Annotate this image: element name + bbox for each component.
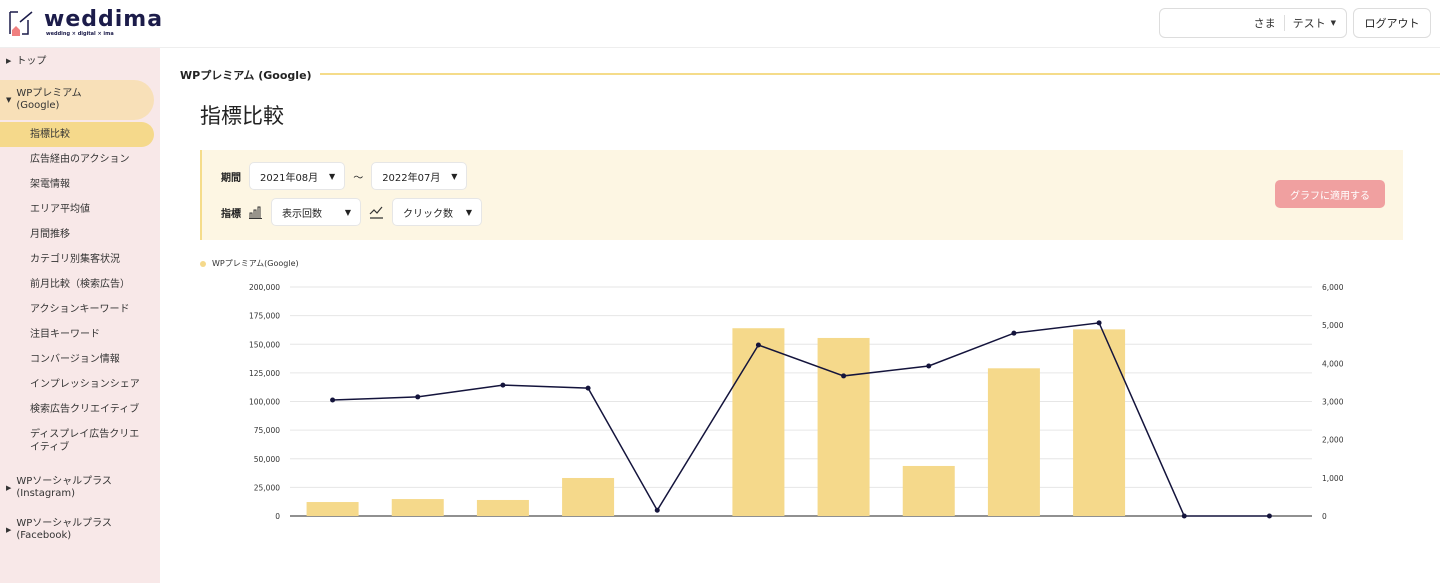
sidebar-item[interactable]: コンバージョン情報	[30, 354, 120, 365]
bar	[1073, 329, 1126, 516]
line-point	[500, 382, 506, 388]
chart-legend[interactable]: WPプレミアム(Google)	[200, 258, 299, 269]
line-point	[755, 342, 761, 348]
user-menu[interactable]: さま テスト ▼	[1159, 8, 1347, 38]
sidebar-item[interactable]: 検索広告クリエイティブ	[30, 404, 140, 415]
logo[interactable]: weddima wedding × digital × ima	[8, 8, 163, 38]
sidebar-group-google[interactable]: ▼ WPプレミアム (Google)	[0, 80, 154, 120]
filter-panel: 期間 2021年08月 ▼ ～ 2022年07月 ▼ 指標 表示回数 ▼ クリック数 ▼…	[200, 150, 1403, 240]
clicks-line	[332, 322, 1270, 517]
y-left-tick-label: 200,000	[249, 283, 280, 292]
bar	[987, 368, 1040, 516]
bar	[732, 328, 785, 516]
y-right-tick-label: 0	[1322, 512, 1327, 521]
caret-down-icon: ▼	[1330, 19, 1336, 27]
caret-right-icon: ▶	[6, 526, 12, 534]
bar	[476, 499, 529, 516]
sidebar-item[interactable]: 指標比較	[0, 122, 154, 147]
bar	[306, 502, 359, 516]
y-left-tick-label: 25,000	[254, 483, 280, 492]
sidebar-item[interactable]: 架電情報	[30, 179, 70, 190]
logout-button[interactable]: ログアウト	[1353, 8, 1431, 38]
line-point	[415, 394, 421, 400]
sidebar-item[interactable]: カテゴリ別集客状況	[30, 254, 120, 265]
legend-dot	[200, 260, 206, 267]
y-left-tick-label: 0	[275, 512, 280, 521]
sidebar-item[interactable]: ディスプレイ広告クリエイティブ	[30, 429, 140, 453]
y-left-tick-label: 75,000	[254, 426, 280, 435]
bar-chart-icon	[249, 206, 262, 219]
sidebar-item[interactable]: エリア平均値	[30, 204, 90, 215]
line-metric-select[interactable]: クリック数 ▼	[392, 198, 482, 226]
line-point	[1096, 320, 1102, 326]
bar	[902, 465, 955, 516]
divider	[310, 73, 1440, 75]
logo-mark-icon	[9, 11, 33, 36]
sidebar-item[interactable]: アクションキーワード	[30, 304, 130, 315]
y-right-tick-label: 4,000	[1322, 359, 1344, 368]
caret-down-icon: ▼	[329, 172, 336, 181]
y-left-tick-label: 50,000	[254, 455, 280, 464]
bar	[562, 477, 615, 516]
caret-right-icon: ▶	[6, 484, 12, 492]
caret-right-icon: ▶	[6, 57, 12, 65]
line-point	[585, 385, 591, 391]
sidebar-item[interactable]: インプレッションシェア	[30, 379, 140, 390]
sidebar-item-top[interactable]: ▶ トップ	[6, 56, 47, 67]
header: weddima wedding × digital × ima さま テスト ▼ …	[0, 0, 1440, 48]
sidebar: ▶ トップ ▼ WPプレミアム (Google) 指標比較広告経由のアクション 架電情…	[0, 48, 160, 583]
breadcrumb: WPプレミアム (Google)	[180, 67, 320, 83]
line-point	[654, 507, 660, 513]
range-tilde: ～	[353, 172, 364, 184]
bar	[817, 337, 870, 516]
line-point	[841, 373, 847, 379]
line-chart-icon	[369, 206, 383, 219]
caret-down-icon: ▼	[451, 172, 458, 181]
y-right-tick-label: 3,000	[1322, 398, 1344, 407]
period-from-select[interactable]: 2021年08月 ▼	[249, 162, 346, 190]
period-label: 期間	[221, 172, 241, 184]
y-left-tick-label: 150,000	[249, 340, 280, 349]
period-to-select[interactable]: 2022年07月 ▼	[371, 162, 468, 190]
y-left-tick-label: 175,000	[249, 312, 280, 321]
line-point	[1181, 513, 1187, 519]
y-right-tick-label: 1,000	[1322, 474, 1344, 483]
sidebar-item[interactable]: 注目キーワード	[30, 329, 100, 340]
sidebar-group-facebook[interactable]: ▶ WPソーシャルプラス (Facebook)	[6, 518, 112, 541]
apply-graph-button[interactable]: グラフに適用する	[1275, 180, 1385, 208]
y-left-tick-label: 125,000	[249, 369, 280, 378]
line-point	[330, 397, 336, 403]
sidebar-group-instagram[interactable]: ▶ WPソーシャルプラス (Instagram)	[6, 476, 112, 499]
line-point	[1266, 513, 1272, 519]
sidebar-item[interactable]: 月間推移	[30, 229, 70, 240]
page-title: 指標比較	[200, 104, 284, 128]
line-point	[926, 363, 932, 369]
metric-label: 指標	[221, 208, 241, 220]
y-right-tick-label: 2,000	[1322, 436, 1344, 445]
line-point	[1011, 330, 1017, 336]
y-right-tick-label: 5,000	[1322, 321, 1344, 330]
caret-down-icon: ▼	[344, 208, 351, 217]
sidebar-item[interactable]: 前月比較（検索広告）	[30, 279, 130, 290]
bar	[391, 499, 444, 516]
caret-down-icon: ▼	[6, 96, 12, 104]
bar-metric-select[interactable]: 表示回数 ▼	[271, 198, 361, 226]
y-right-tick-label: 6,000	[1322, 283, 1344, 292]
y-left-tick-label: 100,000	[249, 398, 280, 407]
caret-down-icon: ▼	[465, 208, 472, 217]
sidebar-item[interactable]: 広告経由のアクション	[30, 154, 130, 165]
